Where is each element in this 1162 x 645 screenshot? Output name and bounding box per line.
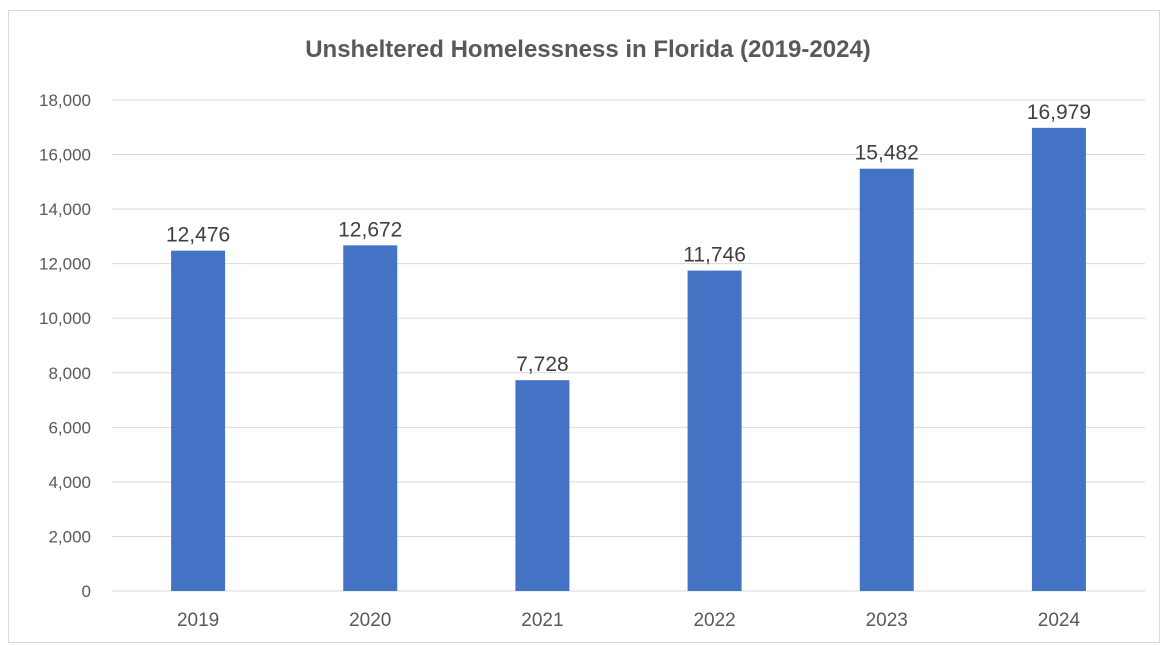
x-axis-category-labels: 2019 2020 2021 2022 2023 2024 (177, 610, 1081, 631)
data-label-2019: 12,476 (166, 224, 230, 247)
data-label-2020: 12,672 (338, 218, 402, 241)
y-axis-tick-labels: 0 2,000 4,000 6,000 8,000 10,000 12,000 14,000 1… (39, 91, 91, 601)
x-tick-label-2023: 2023 (866, 610, 908, 631)
x-tick-label-2021: 2021 (521, 610, 563, 631)
bar-2023 (859, 168, 914, 592)
bars (171, 127, 1086, 592)
data-labels: 12,476 12,672 7,728 11,746 15,482 16,979 (166, 101, 1091, 376)
y-tick-label: 14,000 (39, 200, 91, 219)
bar-2020 (343, 245, 398, 591)
data-label-2022: 11,746 (683, 244, 746, 267)
x-tick-label-2019: 2019 (177, 610, 219, 631)
x-tick-label-2022: 2022 (693, 610, 735, 631)
data-label-2023: 15,482 (855, 142, 919, 165)
bar-2019 (171, 250, 226, 592)
y-tick-label: 18,000 (39, 91, 91, 110)
gridlines (112, 99, 1145, 592)
data-label-2021: 7,728 (516, 353, 569, 376)
y-tick-label: 6,000 (48, 418, 91, 437)
chart-title: Unsheltered Homelessness in Florida (201… (305, 36, 871, 63)
y-tick-label: 8,000 (48, 364, 91, 383)
y-tick-label: 16,000 (39, 146, 91, 165)
x-tick-label-2024: 2024 (1038, 610, 1081, 631)
bar-2021 (515, 380, 570, 591)
y-tick-label: 0 (82, 582, 91, 601)
y-tick-label: 10,000 (39, 309, 91, 328)
x-tick-label-2020: 2020 (349, 610, 391, 631)
data-label-2024: 16,979 (1027, 101, 1091, 124)
y-tick-label: 4,000 (48, 473, 91, 492)
bar-2022 (687, 270, 742, 591)
y-tick-label: 2,000 (48, 527, 91, 546)
bar-2024 (1031, 127, 1086, 591)
y-tick-label: 12,000 (39, 255, 91, 274)
